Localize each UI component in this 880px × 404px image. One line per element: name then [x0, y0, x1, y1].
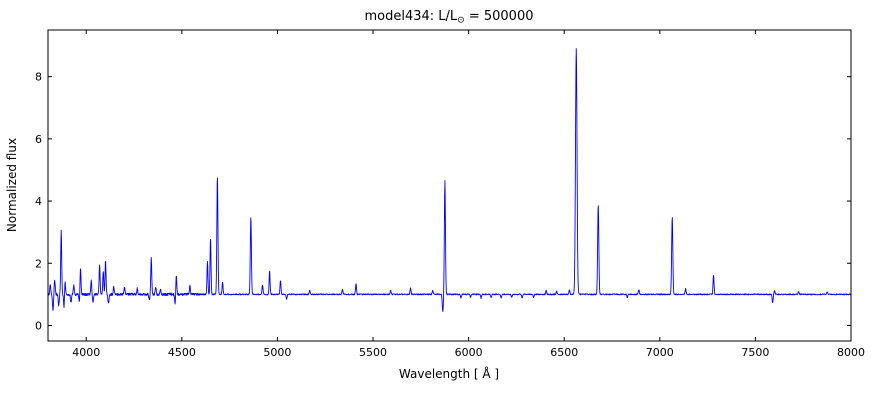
x-tick-label: 6000 [455, 346, 483, 359]
plot-background [48, 30, 851, 341]
y-tick-label: 6 [35, 133, 42, 146]
plot-frame [47, 29, 852, 342]
y-tick-label: 8 [35, 71, 42, 84]
x-tick-label: 5500 [359, 346, 387, 359]
x-tick-label: 8000 [837, 346, 865, 359]
spectrum-line [47, 48, 852, 312]
x-tick-label: 7000 [646, 346, 674, 359]
axis-ticks [48, 30, 852, 341]
x-axis-label: Wavelength [ Å ] [399, 366, 499, 381]
x-tick-label: 4500 [168, 346, 196, 359]
x-tick-label: 7500 [741, 346, 769, 359]
y-tick-label: 4 [35, 195, 42, 208]
y-axis-label: Normalized flux [5, 138, 19, 232]
x-tick-label: 5000 [263, 346, 291, 359]
x-tick-label: 4000 [72, 346, 100, 359]
plot-title: model434: L/L⊙ = 500000 [364, 9, 533, 26]
axis-tick-labels: 4000 4500 5000 5500 6000 6500 7000 7500 8000 0 2 4 6… [35, 71, 865, 359]
x-tick-label: 6500 [550, 346, 578, 359]
y-tick-label: 0 [35, 319, 42, 332]
y-tick-label: 2 [35, 257, 42, 270]
